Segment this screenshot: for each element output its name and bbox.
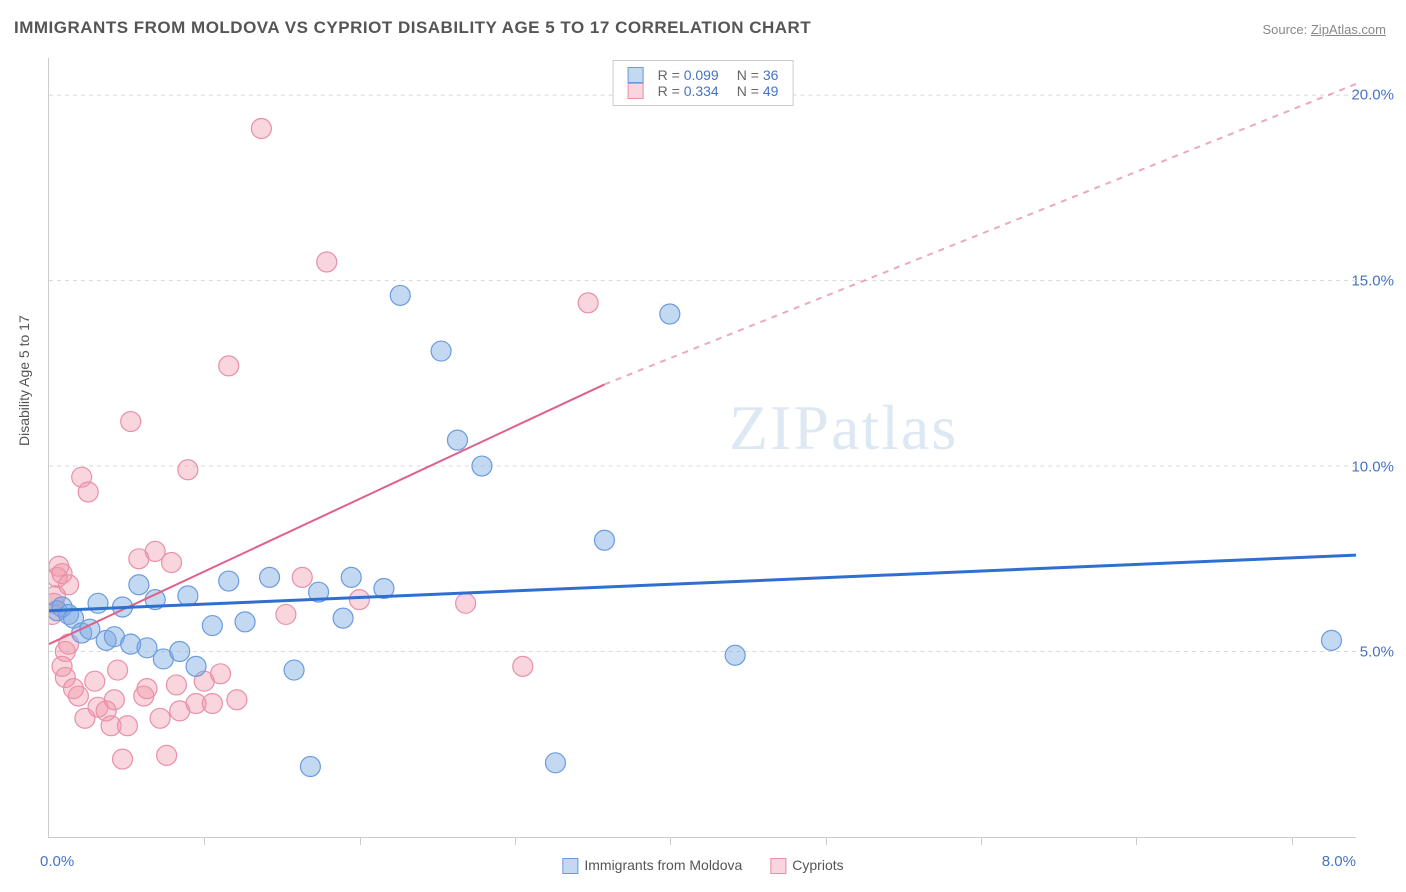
y-tick-label: 5.0% xyxy=(1360,644,1394,661)
source-link[interactable]: ZipAtlas.com xyxy=(1311,22,1386,37)
chart-container: IMMIGRANTS FROM MOLDOVA VS CYPRIOT DISAB… xyxy=(0,0,1406,892)
source-label: Source: ZipAtlas.com xyxy=(1262,22,1386,37)
legend-swatch-cypriots xyxy=(628,83,644,99)
x-axis-min: 0.0% xyxy=(40,853,74,870)
y-tick-label: 20.0% xyxy=(1351,87,1394,104)
legend-swatch-moldova xyxy=(628,67,644,83)
series-legend: Immigrants from Moldova Cypriots xyxy=(562,857,843,874)
legend-row-moldova: R = 0.099 N = 36 xyxy=(628,67,779,83)
scatter-svg xyxy=(49,58,1356,837)
plot-area xyxy=(48,58,1356,838)
legend-item-moldova: Immigrants from Moldova xyxy=(562,857,742,874)
legend-swatch-moldova-icon xyxy=(562,858,578,874)
y-tick-label: 15.0% xyxy=(1351,272,1394,289)
correlation-legend: R = 0.099 N = 36 R = 0.334 N = 49 xyxy=(613,60,794,106)
y-axis-label: Disability Age 5 to 17 xyxy=(16,315,32,446)
legend-item-cypriots: Cypriots xyxy=(770,857,843,874)
y-tick-label: 10.0% xyxy=(1351,458,1394,475)
legend-swatch-cypriots-icon xyxy=(770,858,786,874)
chart-title: IMMIGRANTS FROM MOLDOVA VS CYPRIOT DISAB… xyxy=(14,18,811,38)
legend-row-cypriots: R = 0.334 N = 49 xyxy=(628,83,779,99)
x-axis-max: 8.0% xyxy=(1322,853,1356,870)
